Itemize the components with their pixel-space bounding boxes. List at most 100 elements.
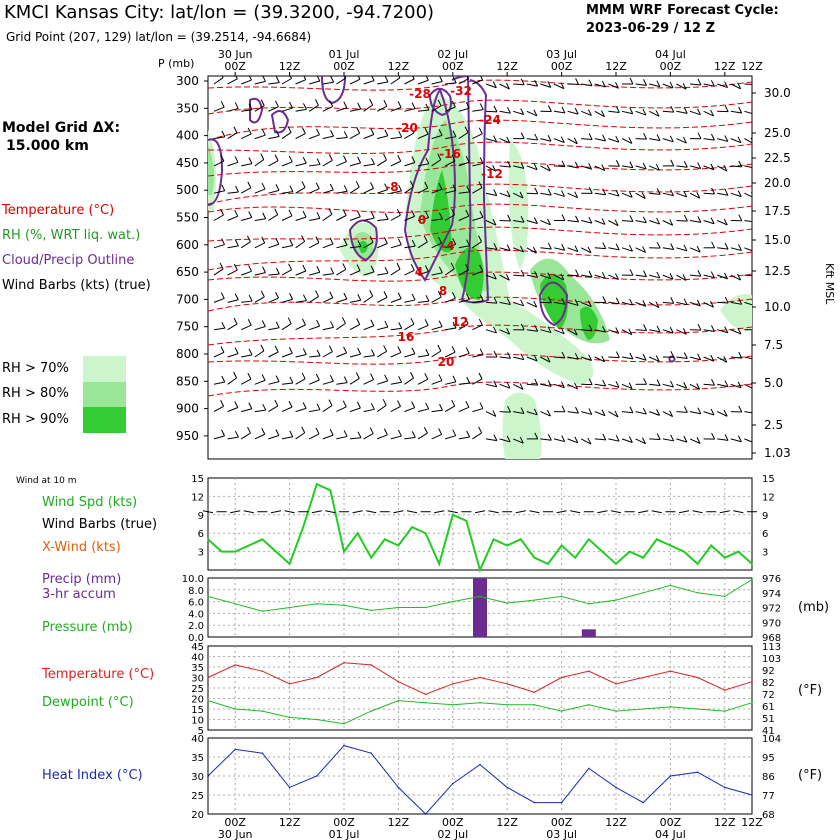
wind-barb-flag bbox=[221, 130, 226, 138]
wind-barb-flag bbox=[493, 296, 498, 304]
temp-f-tick: 51 bbox=[762, 714, 775, 725]
surface-barb bbox=[270, 510, 282, 514]
wind-barb bbox=[608, 329, 619, 334]
wind-barb bbox=[458, 215, 470, 221]
heat-index-line-point bbox=[669, 775, 672, 777]
wind-barb bbox=[254, 105, 265, 112]
wind-barb bbox=[526, 383, 538, 386]
wind-barb-flag bbox=[493, 350, 498, 358]
wind-barb bbox=[213, 351, 225, 358]
wind-barb-flag bbox=[547, 272, 552, 279]
wind-barb bbox=[417, 324, 429, 331]
wind-barb bbox=[744, 356, 752, 360]
wind-barb-flag bbox=[711, 432, 716, 440]
wind-barb bbox=[485, 138, 497, 143]
temperature-line-point bbox=[397, 680, 400, 683]
wind-barb bbox=[390, 160, 401, 167]
wind-barb-flag bbox=[343, 346, 348, 354]
wind-barb-flag bbox=[534, 378, 539, 386]
wind-barb bbox=[581, 165, 592, 170]
wind-barb-flag bbox=[410, 126, 415, 134]
wind-barb bbox=[281, 161, 293, 167]
wind-barb-flag bbox=[642, 162, 647, 170]
wind-barb bbox=[485, 83, 497, 89]
wind-barb bbox=[716, 165, 728, 172]
wind-barb bbox=[431, 272, 443, 276]
wind-barb-flag bbox=[466, 76, 469, 79]
wind-barb bbox=[336, 406, 347, 413]
heat-index-line-point bbox=[479, 763, 481, 766]
wind-barb-flag bbox=[328, 154, 333, 161]
wind-barb-flag bbox=[329, 428, 334, 436]
wind-barb-flag bbox=[588, 354, 593, 361]
wind-barb-flag bbox=[220, 154, 225, 162]
heat-index-line-point bbox=[615, 786, 617, 789]
wind-barb bbox=[676, 411, 688, 413]
wind-barb-flag bbox=[629, 215, 634, 222]
wind-tick-left: 15 bbox=[191, 474, 204, 485]
wind-barb bbox=[703, 301, 714, 308]
wind-barb bbox=[268, 189, 280, 194]
wind-barb bbox=[472, 187, 483, 194]
wind-barb bbox=[268, 243, 279, 249]
wind-speed-line-point bbox=[560, 544, 563, 547]
wind-barb-flag bbox=[696, 383, 701, 390]
wind-barb bbox=[608, 438, 620, 442]
temperature-contour bbox=[208, 226, 752, 242]
wind-barb-flag bbox=[738, 214, 743, 221]
wind-barb bbox=[241, 79, 252, 85]
bottom-hour-label: 00Z bbox=[660, 816, 682, 829]
wind-barb-flag bbox=[587, 300, 592, 307]
wind-barb-flag bbox=[561, 190, 565, 197]
wind-barb-flag bbox=[262, 403, 267, 411]
wind-barb bbox=[227, 323, 238, 331]
wind-barb bbox=[377, 434, 388, 440]
wind-barb bbox=[594, 411, 606, 417]
wind-barb-flag bbox=[710, 80, 715, 87]
wind-barb bbox=[431, 188, 443, 194]
cloud-outline bbox=[451, 76, 490, 304]
heat-f-tick: 95 bbox=[762, 753, 775, 764]
wind-barb-flag bbox=[397, 400, 401, 407]
wind-barb bbox=[431, 218, 443, 221]
wind-barb bbox=[540, 383, 552, 387]
wind-barb bbox=[213, 106, 225, 112]
wind-barb-flag bbox=[602, 242, 607, 249]
pressure-line-point bbox=[506, 602, 509, 604]
wind-barb-flag bbox=[683, 435, 688, 443]
wind-barb bbox=[404, 162, 416, 167]
temperature-line-point bbox=[588, 670, 590, 672]
wind-barb-flag bbox=[751, 216, 752, 217]
precip-tick: 8.0 bbox=[188, 586, 204, 597]
wind-barb-flag bbox=[656, 271, 661, 279]
wind-barb-flag bbox=[247, 127, 252, 135]
precip-pressure-panel: 10.08.06.04.02.00.0 976 974 972 970 968 bbox=[182, 574, 781, 644]
wind-barb-flag bbox=[561, 106, 566, 114]
wind-barb-flag bbox=[330, 267, 335, 274]
wind-barb-flag bbox=[424, 319, 429, 326]
wind-barb bbox=[567, 383, 578, 390]
wind-barb-flag bbox=[371, 157, 375, 165]
heat-index-line-point bbox=[642, 801, 644, 804]
pressure-tick: 970 bbox=[762, 618, 781, 629]
temperature-label: 16 bbox=[398, 330, 415, 344]
cloud-outline bbox=[403, 88, 456, 282]
pressure-line-point bbox=[424, 606, 427, 609]
wind-barb-flag bbox=[507, 214, 512, 222]
wind-barb-flag bbox=[452, 429, 457, 436]
temperature-line-point bbox=[724, 689, 726, 691]
height-tick-label: 22.5 bbox=[764, 151, 791, 165]
wind-barb bbox=[581, 356, 592, 362]
wind-barb-flag bbox=[588, 216, 593, 224]
temperature-line-point bbox=[234, 664, 236, 666]
wind-barb bbox=[281, 78, 292, 85]
temperature-line-point bbox=[370, 664, 373, 666]
pressure-line-point bbox=[724, 595, 726, 598]
wind-barb-flag bbox=[574, 161, 579, 169]
top-date-label: 04 Jul bbox=[655, 48, 686, 61]
top-date-label: 02 Jul bbox=[437, 48, 468, 61]
forecast-cycle-title: MMM WRF Forecast Cycle: bbox=[586, 3, 779, 18]
wind-barb bbox=[431, 433, 442, 440]
wind-barb bbox=[281, 215, 293, 221]
wind-barb-flag bbox=[235, 185, 239, 193]
